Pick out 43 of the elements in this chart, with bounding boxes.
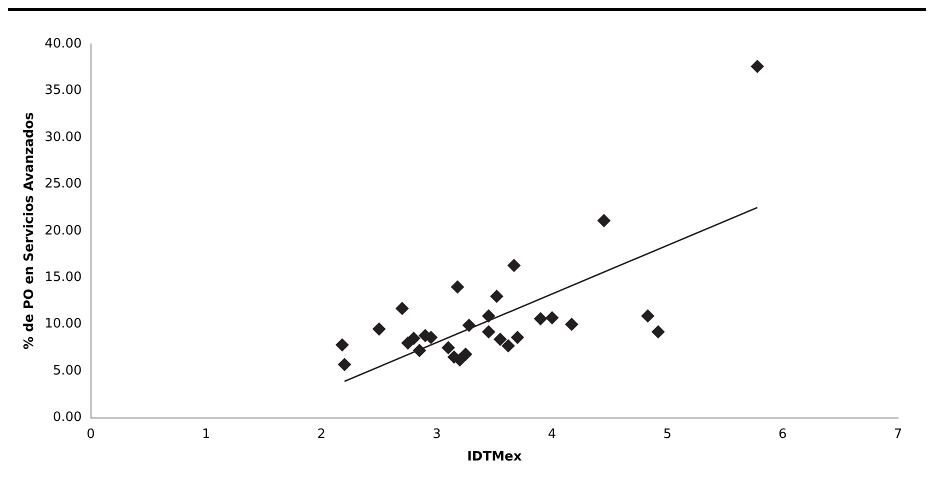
y-tick-label: 10.00 [44, 316, 82, 332]
y-tick-label: 15.00 [44, 270, 82, 285]
point [338, 358, 352, 372]
y-axis-title: % de PO en Servicios Avanzados [22, 112, 38, 350]
point [462, 318, 476, 332]
y-tick-label: 5.00 [52, 363, 82, 378]
x-tick-label: 5 [663, 426, 672, 442]
y-tick-label: 30.00 [44, 130, 82, 145]
point [482, 309, 496, 322]
y-tick-label: 40.00 [44, 36, 82, 52]
point [641, 309, 654, 322]
x-tick-label: 6 [778, 426, 787, 442]
point [372, 322, 386, 336]
point [502, 339, 515, 352]
point [750, 60, 764, 73]
y-tick-label: 0.00 [52, 410, 82, 426]
x-tick-label: 7 [894, 426, 902, 442]
point [482, 325, 496, 338]
point [442, 341, 455, 354]
y-tick-label: 20.00 [44, 223, 82, 238]
point [451, 280, 464, 294]
point [546, 311, 559, 324]
x-tick-label: 4 [548, 426, 556, 442]
point [459, 348, 472, 361]
x-axis-title: IDTMex [467, 450, 522, 465]
point [565, 318, 578, 331]
point [510, 330, 524, 344]
x-tick-label: 3 [432, 426, 441, 442]
point [652, 325, 665, 338]
point [412, 344, 426, 358]
point [534, 312, 548, 326]
point [494, 332, 507, 346]
y-tick-label: 25.00 [44, 176, 82, 192]
x-tick-label: 2 [317, 426, 326, 442]
point [490, 290, 504, 303]
point [508, 258, 521, 272]
point [597, 214, 610, 228]
x-tick-label: 1 [202, 426, 210, 442]
x-tick-label: 0 [86, 426, 95, 442]
point [336, 338, 349, 352]
point [396, 302, 409, 315]
point [407, 332, 420, 345]
y-tick-label: 35.00 [44, 83, 82, 98]
